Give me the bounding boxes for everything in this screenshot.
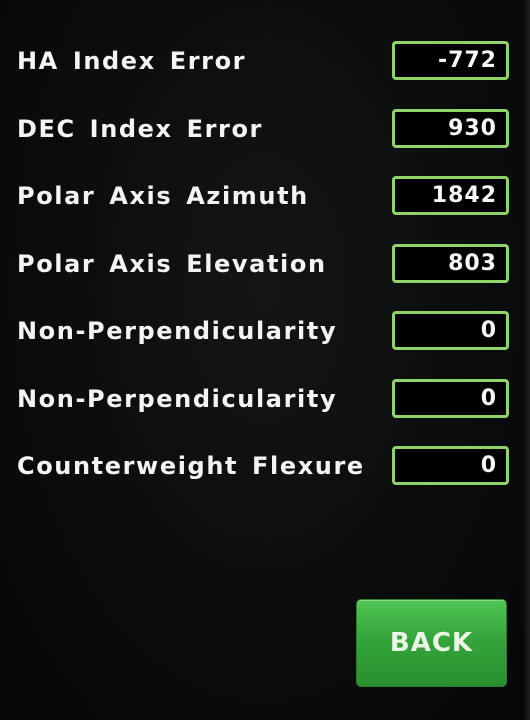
param-row-polar-axis-azimuth: Polar Axis Azimuth 1842 (0, 167, 530, 235)
param-label-counterweight-flexure: Counterweight Flexure (17, 452, 365, 480)
polar-axis-elevation-field[interactable]: 803 (392, 243, 509, 283)
param-label-polar-axis-elevation: Polar Axis Elevation (17, 249, 327, 278)
param-label-dec-index-error: DEC Index Error (17, 114, 263, 143)
parameter-list: HA Index Error -772 DEC Index Error 930 … (0, 32, 530, 505)
back-button[interactable]: BACK (356, 599, 507, 687)
param-label-ha-index-error: HA Index Error (17, 47, 247, 75)
dec-index-error-field[interactable]: 930 (392, 108, 509, 148)
param-row-non-perpendicularity-2: Non-Perpendicularity 0 (0, 370, 530, 438)
ha-index-error-field[interactable]: -772 (392, 41, 509, 80)
polar-axis-azimuth-field[interactable]: 1842 (392, 176, 509, 215)
param-label-non-perpendicularity-1: Non-Perpendicularity (17, 317, 338, 345)
param-row-polar-axis-elevation: Polar Axis Elevation 803 (0, 235, 530, 303)
counterweight-flexure-field[interactable]: 0 (392, 446, 509, 485)
param-row-non-perpendicularity-1: Non-Perpendicularity 0 (0, 302, 530, 370)
param-row-counterweight-flexure: Counterweight Flexure 0 (0, 437, 530, 505)
screen-bezel (524, 0, 530, 720)
non-perpendicularity-2-field[interactable]: 0 (392, 378, 509, 418)
param-label-non-perpendicularity-2: Non-Perpendicularity (17, 384, 338, 413)
param-row-dec-index-error: DEC Index Error 930 (0, 100, 530, 168)
param-label-polar-axis-azimuth: Polar Axis Azimuth (17, 182, 309, 210)
non-perpendicularity-1-field[interactable]: 0 (392, 311, 509, 350)
param-row-ha-index-error: HA Index Error -772 (0, 32, 530, 100)
